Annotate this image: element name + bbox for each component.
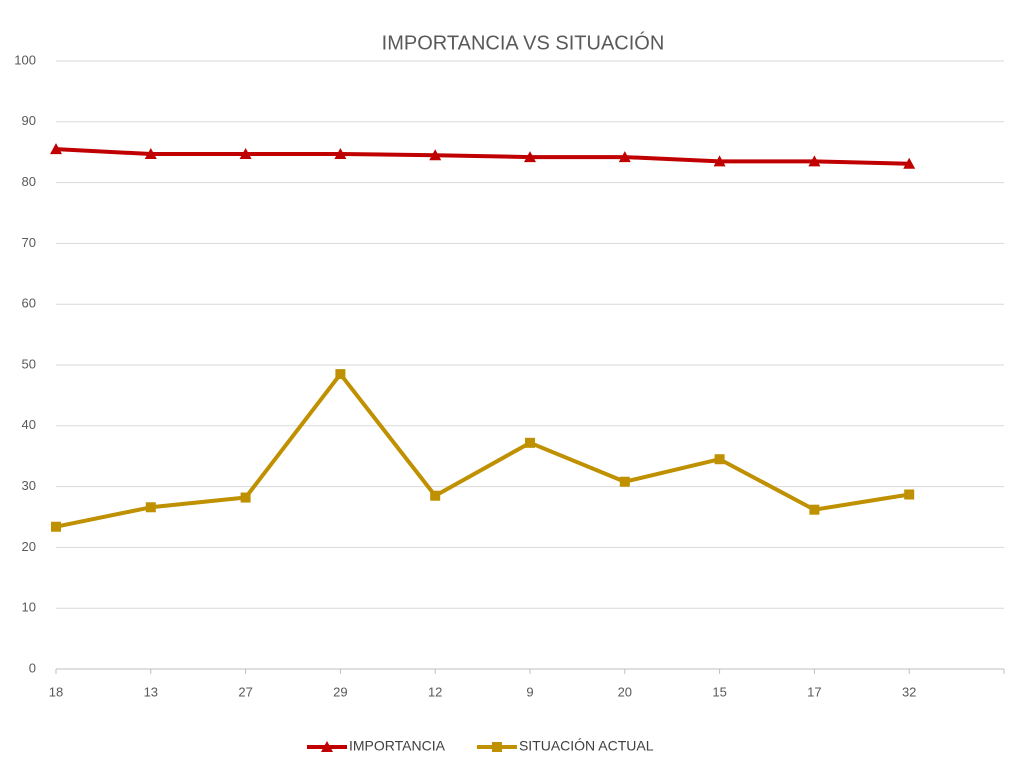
legend-label: IMPORTANCIA [349,738,446,754]
point [619,476,630,487]
point [50,143,62,155]
point [430,490,441,501]
x-tick-label: 32 [902,684,916,699]
series-line [55,147,910,166]
point [239,148,252,160]
legend-marker [491,742,502,752]
point [51,521,61,532]
y-tick-label: 0 [29,660,36,675]
x-tick-label: 9 [526,684,533,699]
point [334,148,347,160]
x-tick-label: 15 [712,684,726,699]
y-tick-label: 100 [14,52,36,67]
y-tick-label: 40 [22,417,36,432]
y-tick-label: 60 [22,296,36,311]
legend-marker [321,741,333,752]
point [525,437,535,448]
point [524,151,536,163]
chart-title: IMPORTANCIA VS SITUACIÓN [382,31,665,54]
point [144,148,157,160]
point [713,155,726,167]
y-tick-label: 50 [22,356,36,371]
point [714,454,725,465]
y-tick-label: 80 [22,174,36,189]
x-tick-label: 29 [333,684,347,699]
x-tick-label: 18 [49,684,63,699]
point [335,369,346,380]
point [903,157,916,169]
y-tick-label: 20 [22,539,36,554]
x-tick-label: 12 [428,684,442,699]
point [145,502,156,513]
point [240,492,251,503]
x-tick-label: 13 [144,684,158,699]
y-tick-label: 10 [22,600,36,615]
x-tick-label: 20 [618,684,632,699]
legend-label: SITUACIÓN ACTUAL [519,738,654,754]
point [429,149,442,161]
point [618,151,631,163]
point [904,489,915,500]
y-tick-label: 90 [22,113,36,128]
y-tick-label: 70 [22,235,36,250]
y-tick-label: 30 [22,478,36,493]
point [808,155,821,167]
x-tick-label: 17 [807,684,821,699]
x-tick-label: 27 [238,684,252,699]
point [809,504,820,515]
series-line [55,372,910,529]
